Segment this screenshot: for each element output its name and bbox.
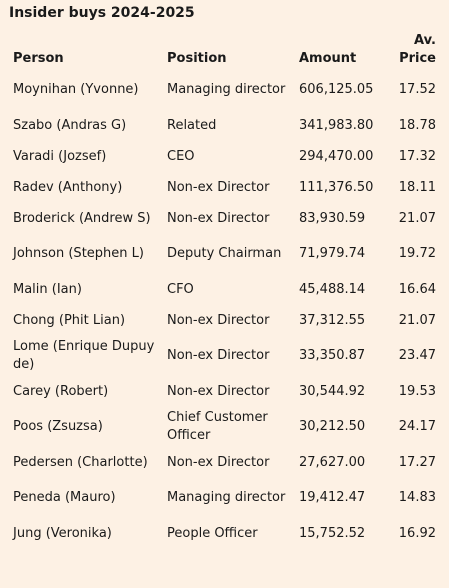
column-header-amount: Amount xyxy=(299,51,357,66)
cell-position: CEO xyxy=(167,148,195,164)
cell-person: Peneda (Mauro) xyxy=(13,490,116,505)
cell-price: 17.52 xyxy=(398,82,436,97)
table-title: Insider buys 2024-2025 xyxy=(9,5,195,21)
cell-position: Non-ex Director xyxy=(167,179,270,195)
insider-buys-table: Person Position Amount Av. Price Moyniha… xyxy=(0,30,449,549)
column-header-price: Av. Price xyxy=(399,33,436,66)
cell-person: Carey (Robert) xyxy=(13,383,109,399)
cell-price: 19.72 xyxy=(398,246,436,261)
table-row: Poos (Zsuzsa) Chief Customer Officer 30,… xyxy=(0,407,449,447)
cell-person: Broderick (Andrew S) xyxy=(13,210,151,226)
cell-amount: 15,752.52 xyxy=(299,525,366,541)
table-row: Johnson (Stephen L) Deputy Chairman 71,9… xyxy=(0,234,449,274)
table-row: Peneda (Mauro) Managing director 19,412.… xyxy=(0,478,449,518)
cell-position: Non-ex Director xyxy=(167,348,270,363)
cell-amount: 83,930.59 xyxy=(299,210,366,226)
cell-price: 17.27 xyxy=(398,454,436,470)
table-row: Varadi (Jozsef) CEO 294,470.00 17.32 xyxy=(0,141,449,172)
cell-amount: 27,627.00 xyxy=(299,454,366,470)
cell-person: Lome (Enrique Dupuy de) xyxy=(13,339,155,372)
cell-person: Chong (Phit Lian) xyxy=(13,312,126,328)
table-row: Carey (Robert) Non-ex Director 30,544.92… xyxy=(0,376,449,407)
table-row: Radev (Anthony) Non-ex Director 111,376.… xyxy=(0,172,449,203)
cell-amount: 37,312.55 xyxy=(299,312,366,328)
column-header-position: Position xyxy=(167,51,227,66)
cell-person: Radev (Anthony) xyxy=(13,179,123,195)
cell-person: Szabo (Andras G) xyxy=(13,117,127,133)
cell-position: Non-ex Director xyxy=(167,383,270,399)
column-header-person: Person xyxy=(13,51,64,66)
cell-amount: 33,350.87 xyxy=(299,348,366,363)
cell-amount: 294,470.00 xyxy=(299,148,374,164)
cell-position: Deputy Chairman xyxy=(167,246,282,261)
cell-price: 14.83 xyxy=(398,490,436,505)
table-row: Malin (Ian) CFO 45,488.14 16.64 xyxy=(0,274,449,305)
table-row: Moynihan (Yvonne) Managing director 606,… xyxy=(0,70,449,110)
cell-price: 21.07 xyxy=(398,312,436,328)
table-row: Jung (Veronika) People Officer 15,752.52… xyxy=(0,518,449,549)
table-row: Szabo (Andras G) Related 341,983.80 18.7… xyxy=(0,110,449,141)
header-row: Person Position Amount Av. Price xyxy=(0,30,449,70)
cell-amount: 341,983.80 xyxy=(299,117,374,133)
cell-person: Pedersen (Charlotte) xyxy=(13,454,148,470)
cell-person: Malin (Ian) xyxy=(13,281,82,297)
cell-person: Varadi (Jozsef) xyxy=(13,148,107,164)
cell-price: 19.53 xyxy=(398,383,436,399)
cell-amount: 30,212.50 xyxy=(299,419,366,434)
cell-price: 21.07 xyxy=(398,210,436,226)
cell-amount: 30,544.92 xyxy=(299,383,366,399)
cell-position: Managing director xyxy=(167,82,286,97)
cell-person: Jung (Veronika) xyxy=(13,525,112,541)
table-row: Lome (Enrique Dupuy de) Non-ex Director … xyxy=(0,336,449,376)
cell-position: Non-ex Director xyxy=(167,312,270,328)
cell-position: CFO xyxy=(167,281,194,297)
cell-amount: 45,488.14 xyxy=(299,281,366,297)
table-row: Chong (Phit Lian) Non-ex Director 37,312… xyxy=(0,305,449,336)
cell-position: People Officer xyxy=(167,525,258,541)
cell-person: Johnson (Stephen L) xyxy=(13,246,144,261)
cell-price: 23.47 xyxy=(398,348,436,363)
cell-price: 18.11 xyxy=(398,179,436,195)
cell-price: 16.64 xyxy=(398,281,436,297)
cell-price: 24.17 xyxy=(398,419,436,434)
cell-person: Poos (Zsuzsa) xyxy=(13,419,103,434)
table-row: Broderick (Andrew S) Non-ex Director 83,… xyxy=(0,203,449,234)
cell-amount: 606,125.05 xyxy=(299,82,374,97)
cell-position: Managing director xyxy=(167,490,286,505)
cell-price: 18.78 xyxy=(398,117,436,133)
cell-position: Chief Customer Officer xyxy=(167,410,268,443)
cell-position: Non-ex Director xyxy=(167,454,270,470)
cell-price: 16.92 xyxy=(398,525,436,541)
cell-amount: 111,376.50 xyxy=(299,179,374,195)
cell-amount: 71,979.74 xyxy=(299,246,366,261)
cell-position: Related xyxy=(167,117,217,133)
cell-person: Moynihan (Yvonne) xyxy=(13,82,139,97)
cell-amount: 19,412.47 xyxy=(299,490,366,505)
cell-position: Non-ex Director xyxy=(167,210,270,226)
table-row: Pedersen (Charlotte) Non-ex Director 27,… xyxy=(0,447,449,478)
cell-price: 17.32 xyxy=(398,148,436,164)
